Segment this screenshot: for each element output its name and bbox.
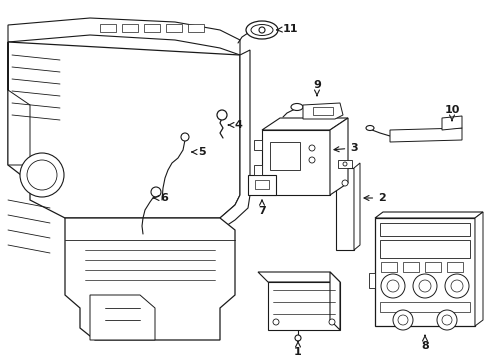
Polygon shape	[380, 262, 396, 272]
Circle shape	[151, 187, 161, 197]
Circle shape	[20, 153, 64, 197]
Polygon shape	[65, 218, 235, 340]
Circle shape	[342, 162, 346, 166]
Polygon shape	[100, 24, 116, 32]
Text: 8: 8	[420, 336, 428, 351]
Text: 9: 9	[312, 80, 320, 96]
Polygon shape	[8, 18, 240, 55]
Polygon shape	[374, 218, 474, 326]
Text: 6: 6	[154, 193, 167, 203]
Polygon shape	[329, 272, 339, 330]
Circle shape	[441, 315, 451, 325]
Polygon shape	[143, 24, 160, 32]
Circle shape	[294, 335, 301, 341]
Polygon shape	[335, 168, 353, 250]
Polygon shape	[165, 24, 182, 32]
Circle shape	[412, 274, 436, 298]
Polygon shape	[269, 142, 299, 170]
Circle shape	[181, 133, 189, 141]
Circle shape	[418, 280, 430, 292]
Circle shape	[386, 280, 398, 292]
Circle shape	[308, 145, 314, 151]
Polygon shape	[262, 130, 329, 195]
Circle shape	[272, 319, 279, 325]
Polygon shape	[353, 163, 359, 250]
Polygon shape	[303, 103, 342, 119]
Text: 3: 3	[333, 143, 357, 153]
Text: 1: 1	[293, 341, 301, 357]
Ellipse shape	[290, 104, 303, 111]
Polygon shape	[474, 212, 482, 326]
Polygon shape	[368, 273, 374, 288]
Polygon shape	[253, 140, 262, 150]
Polygon shape	[312, 107, 332, 115]
Text: 5: 5	[192, 147, 205, 157]
Polygon shape	[424, 262, 440, 272]
Polygon shape	[337, 160, 351, 168]
Polygon shape	[379, 302, 469, 312]
Polygon shape	[8, 42, 240, 218]
Circle shape	[444, 274, 468, 298]
Circle shape	[392, 310, 412, 330]
Polygon shape	[247, 175, 275, 195]
Polygon shape	[402, 262, 418, 272]
Polygon shape	[267, 282, 339, 330]
Circle shape	[308, 157, 314, 163]
Text: 7: 7	[258, 200, 265, 216]
Text: 2: 2	[363, 193, 385, 203]
Polygon shape	[122, 24, 138, 32]
Polygon shape	[254, 180, 268, 189]
Polygon shape	[379, 240, 469, 258]
Polygon shape	[262, 118, 347, 130]
Polygon shape	[258, 272, 339, 282]
Text: 4: 4	[228, 120, 242, 130]
Circle shape	[436, 310, 456, 330]
Circle shape	[217, 110, 226, 120]
Circle shape	[328, 319, 334, 325]
Text: 10: 10	[444, 105, 459, 121]
Polygon shape	[379, 223, 469, 236]
Polygon shape	[220, 50, 249, 230]
Circle shape	[259, 27, 264, 33]
Polygon shape	[446, 262, 462, 272]
Ellipse shape	[365, 126, 373, 131]
Text: 11: 11	[276, 24, 297, 34]
Circle shape	[341, 180, 347, 186]
Circle shape	[397, 315, 407, 325]
Ellipse shape	[250, 24, 272, 36]
Polygon shape	[329, 118, 347, 195]
Circle shape	[450, 280, 462, 292]
Polygon shape	[374, 212, 482, 218]
Circle shape	[27, 160, 57, 190]
Polygon shape	[441, 116, 461, 130]
Polygon shape	[253, 165, 262, 175]
Polygon shape	[187, 24, 203, 32]
Circle shape	[380, 274, 404, 298]
Ellipse shape	[245, 21, 278, 39]
Polygon shape	[90, 295, 155, 340]
Polygon shape	[8, 42, 30, 165]
Polygon shape	[389, 128, 461, 142]
